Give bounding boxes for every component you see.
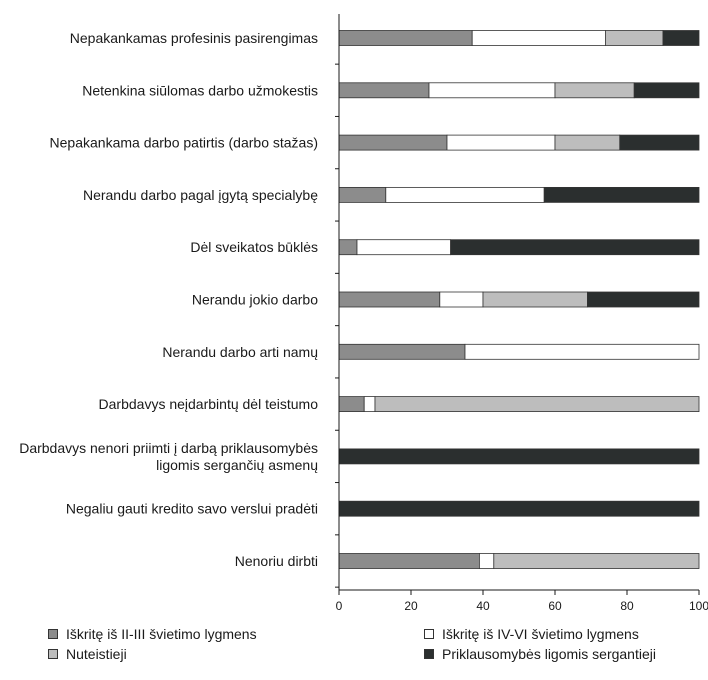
legend-swatch-series-2: [424, 629, 434, 639]
legend-item-series-2: Iškritę iš IV-VI švietimo lygmens: [424, 626, 639, 642]
category-label: Dėl sveikatos būklės: [190, 239, 318, 255]
legend-label-series-1: Iškritę iš II-III švietimo lygmens: [66, 626, 257, 642]
bar-segment-series-4: [451, 240, 699, 255]
stacked-bar-chart: Nepakankamas profesinis pasirengimas Nete…: [0, 0, 708, 618]
bar-segment-series-4: [339, 449, 699, 464]
bar-segment-series-1: [339, 554, 479, 569]
category-label: Nepakankama darbo patirtis (darbo stažas…: [50, 135, 318, 151]
bar-segment-series-1: [339, 83, 429, 98]
category-label: Darbdavys neįdarbintų dėl teistumo: [99, 396, 319, 412]
x-tick-label: 40: [476, 599, 490, 613]
legend-item-series-3: Nuteistieji: [48, 646, 127, 662]
bar-segment-series-1: [339, 292, 440, 307]
bar-segment-series-4: [544, 187, 699, 202]
category-label: Nerandu jokio darbo: [192, 292, 318, 308]
legend-swatch-series-4: [424, 649, 434, 659]
x-tick-label: 100: [689, 599, 708, 613]
bar-segment-series-2: [440, 292, 483, 307]
bar-segment-series-2: [465, 344, 699, 359]
bar-segment-series-4: [339, 501, 699, 516]
bar-segment-series-1: [339, 240, 357, 255]
legend-label-series-4: Priklausomybės ligomis sergantieji: [442, 646, 656, 662]
x-tick-label: 60: [548, 599, 562, 613]
bars: [339, 31, 699, 569]
category-label: Nepakankamas profesinis pasirengimas: [70, 30, 318, 46]
bar-segment-series-2: [357, 240, 451, 255]
x-tick-label: 80: [620, 599, 634, 613]
category-label: Netenkina siūlomas darbo užmokestis: [82, 82, 318, 98]
category-labels: Nepakankamas profesinis pasirengimas Nete…: [19, 30, 318, 569]
bar-segment-series-2: [386, 187, 544, 202]
bar-segment-series-4: [634, 83, 699, 98]
bar-segment-series-2: [479, 554, 493, 569]
x-tick-label: 0: [336, 599, 343, 613]
bar-segment-series-2: [364, 397, 375, 412]
bar-segment-series-3: [605, 31, 663, 46]
legend-label-series-3: Nuteistieji: [66, 646, 127, 662]
category-label: Nerandu darbo pagal įgytą specialybę: [83, 187, 318, 203]
x-axis: 0 20 40 60 80 100: [335, 14, 708, 613]
bar-segment-series-2: [447, 135, 555, 150]
bar-segment-series-4: [587, 292, 699, 307]
bar-segment-series-3: [555, 135, 620, 150]
x-tick-label: 20: [404, 599, 418, 613]
legend-swatch-series-3: [48, 649, 58, 659]
bar-segment-series-3: [483, 292, 587, 307]
legend-label-series-2: Iškritę iš IV-VI švietimo lygmens: [442, 626, 639, 642]
legend-swatch-series-1: [48, 629, 58, 639]
bar-segment-series-1: [339, 31, 472, 46]
category-label: Nerandu darbo arti namų: [162, 344, 318, 360]
category-label: Darbdavys nenori priimti į darbą priklau…: [19, 440, 318, 473]
category-label: Nenoriu dirbti: [235, 553, 318, 569]
bar-segment-series-3: [494, 554, 699, 569]
bar-segment-series-4: [663, 31, 699, 46]
bar-segment-series-3: [555, 83, 634, 98]
bar-segment-series-3: [375, 397, 699, 412]
legend: Iškritę iš II-III švietimo lygmens Iškri…: [0, 618, 708, 678]
bar-segment-series-4: [620, 135, 699, 150]
bar-segment-series-1: [339, 187, 386, 202]
bar-segment-series-1: [339, 135, 447, 150]
bar-segment-series-1: [339, 344, 465, 359]
bar-segment-series-1: [339, 397, 364, 412]
legend-item-series-1: Iškritę iš II-III švietimo lygmens: [48, 626, 257, 642]
bar-segment-series-2: [429, 83, 555, 98]
bar-segment-series-2: [472, 31, 605, 46]
legend-item-series-4: Priklausomybės ligomis sergantieji: [424, 646, 656, 662]
category-label: Negaliu gauti kredito savo verslui pradė…: [66, 501, 318, 517]
